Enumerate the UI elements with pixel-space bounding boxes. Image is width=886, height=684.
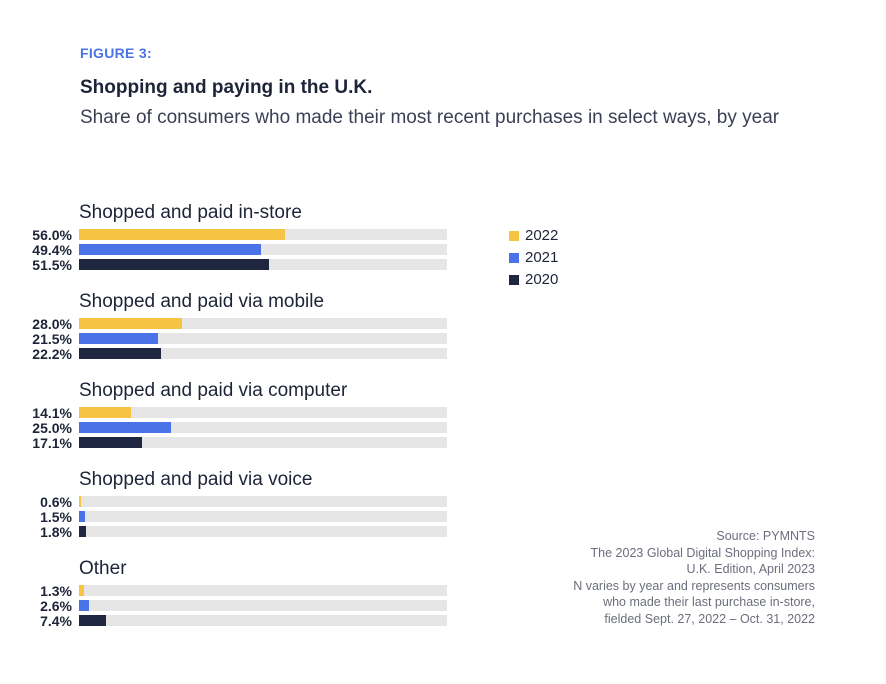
bar-track bbox=[79, 511, 447, 522]
bar-2020 bbox=[79, 259, 269, 270]
data-label: 17.1% bbox=[32, 435, 72, 451]
chart-title: Shopping and paying in the U.K. bbox=[80, 77, 373, 98]
legend-label-2022: 2022 bbox=[525, 227, 559, 244]
data-label: 7.4% bbox=[40, 613, 72, 629]
bar-track bbox=[79, 348, 447, 359]
legend-swatch-2022 bbox=[509, 231, 519, 241]
legend-label-2020: 2020 bbox=[525, 271, 559, 288]
data-label: 1.8% bbox=[40, 524, 72, 540]
data-label: 25.0% bbox=[32, 420, 72, 436]
data-label: 1.5% bbox=[40, 509, 72, 525]
data-label: 2.6% bbox=[40, 598, 72, 614]
bar-2022 bbox=[79, 585, 84, 596]
bar-2022 bbox=[79, 318, 183, 329]
bar-2021 bbox=[79, 422, 171, 433]
data-label: 49.4% bbox=[32, 242, 72, 258]
bar-2020 bbox=[79, 526, 86, 537]
legend-label-2021: 2021 bbox=[525, 249, 559, 266]
data-label: 22.2% bbox=[32, 346, 72, 362]
bar-2020 bbox=[79, 615, 107, 626]
data-label: 1.3% bbox=[40, 583, 72, 599]
data-label: 0.6% bbox=[40, 494, 72, 510]
bar-2022 bbox=[79, 229, 286, 240]
category-label: Other bbox=[79, 558, 127, 579]
source-line: U.K. Edition, April 2023 bbox=[686, 562, 815, 576]
bar-track bbox=[79, 229, 447, 240]
category-label: Shopped and paid via computer bbox=[79, 380, 348, 401]
category-label: Shopped and paid via voice bbox=[79, 469, 313, 490]
bar-2022 bbox=[79, 407, 131, 418]
data-label: 14.1% bbox=[32, 405, 72, 421]
bar-track bbox=[79, 600, 447, 611]
source-line: fielded Sept. 27, 2022 – Oct. 31, 2022 bbox=[604, 611, 815, 626]
source-line: Source: PYMNTS bbox=[716, 529, 815, 543]
chart-subtitle: Share of consumers who made their most r… bbox=[80, 107, 780, 128]
bar-track bbox=[79, 259, 447, 270]
bar-track bbox=[79, 333, 447, 344]
source-line: The 2023 Global Digital Shopping Index: bbox=[590, 545, 815, 560]
data-label: 21.5% bbox=[32, 331, 72, 347]
legend-swatch-2021 bbox=[509, 253, 519, 263]
bar-2020 bbox=[79, 437, 142, 448]
bar-track bbox=[79, 615, 447, 626]
bar-track bbox=[79, 526, 447, 537]
category-label: Shopped and paid in-store bbox=[79, 202, 302, 223]
legend-swatch-2020 bbox=[509, 275, 519, 285]
bar-track bbox=[79, 422, 447, 433]
bar-track bbox=[79, 318, 447, 329]
source-line: who made their last purchase in-store, bbox=[603, 595, 815, 609]
source-note: Source: PYMNTS The 2023 Global Digital S… bbox=[495, 528, 815, 627]
bar-2021 bbox=[79, 244, 261, 255]
data-label: 28.0% bbox=[32, 316, 72, 332]
bar-2021 bbox=[79, 600, 89, 611]
bar-track bbox=[79, 407, 447, 418]
data-label: 56.0% bbox=[32, 227, 72, 243]
source-line: N varies by year and represents consumer… bbox=[573, 578, 815, 593]
bar-2020 bbox=[79, 348, 161, 359]
bar-track bbox=[79, 437, 447, 448]
figure-label: FIGURE 3: bbox=[80, 45, 152, 61]
bar-track bbox=[79, 496, 447, 507]
bar-2021 bbox=[79, 511, 85, 522]
bar-2021 bbox=[79, 333, 159, 344]
data-label: 51.5% bbox=[32, 257, 72, 273]
bar-2022 bbox=[79, 496, 82, 507]
bar-track bbox=[79, 585, 447, 596]
bar-track bbox=[79, 244, 447, 255]
category-label: Shopped and paid via mobile bbox=[79, 291, 325, 312]
